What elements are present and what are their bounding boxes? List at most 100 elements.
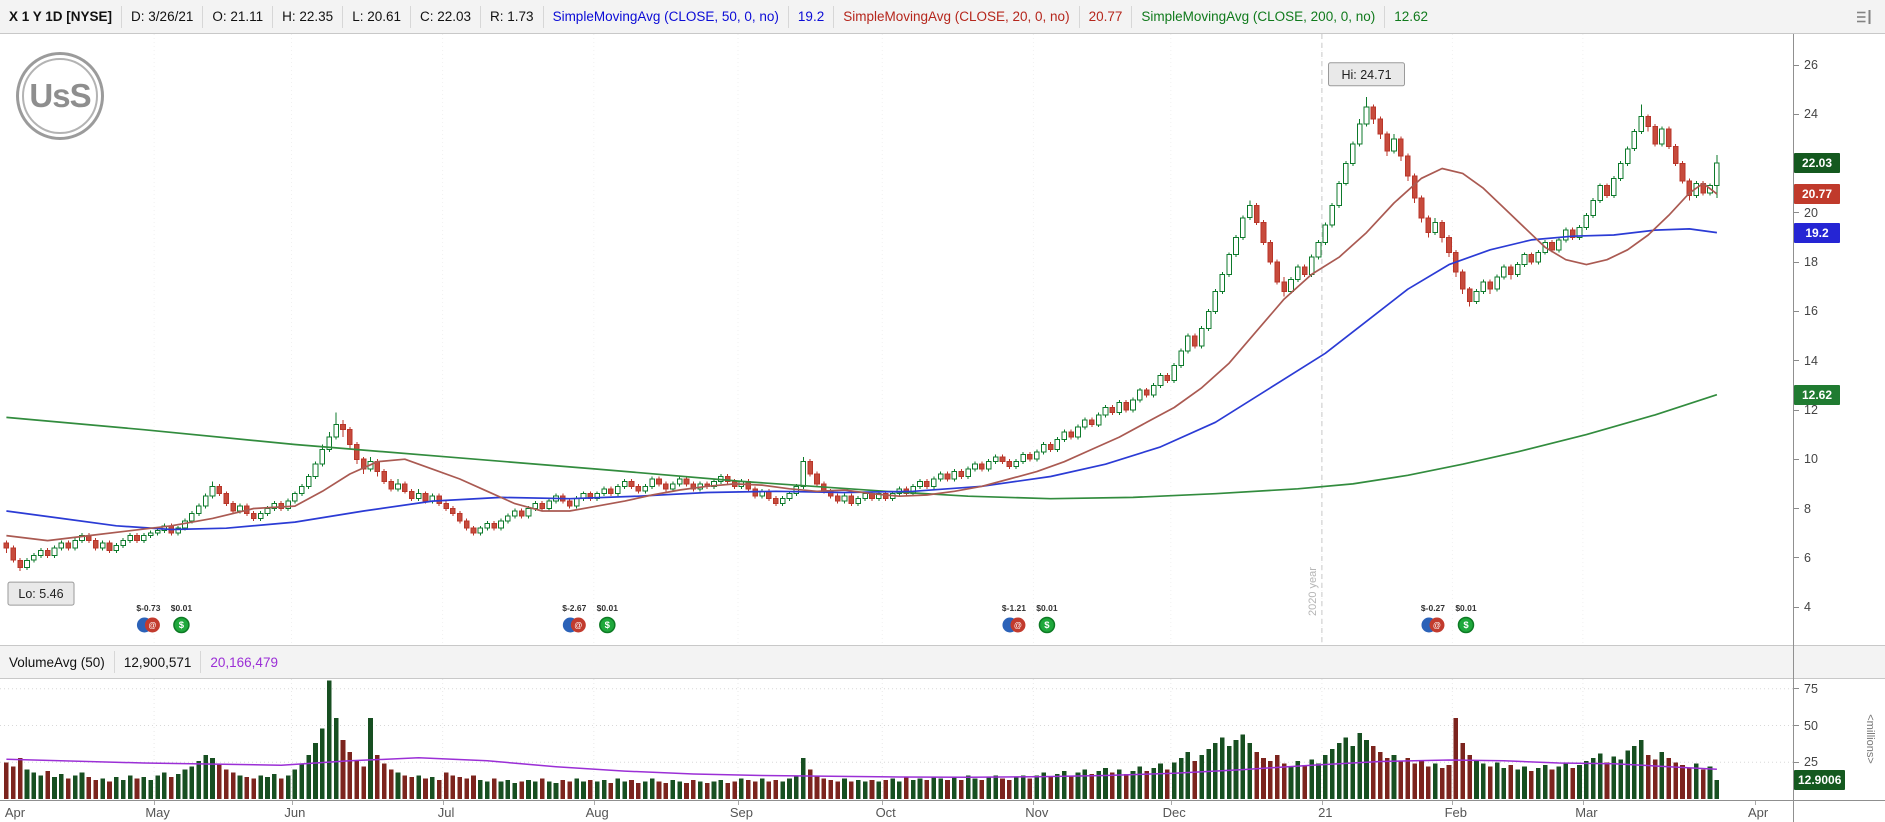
month-label: Mar	[1575, 805, 1598, 820]
sma200-line[interactable]	[6, 393, 1718, 500]
sma200-badge: 12.62	[1794, 384, 1840, 405]
volume-header-bar: VolumeAvg (50) 12,900,571 20,166,479	[0, 645, 1793, 679]
month-tick	[1170, 801, 1172, 805]
month-tick	[291, 801, 293, 805]
dividend-icon[interactable]: $	[173, 616, 190, 634]
svg-text:$: $	[605, 620, 611, 631]
earnings-dividend-marker[interactable]: $-0.27 $0.01 @ $	[1421, 603, 1477, 634]
price-tick-label: 14	[1794, 353, 1818, 369]
svg-text:2020 year: 2020 year	[1307, 567, 1319, 616]
month-label: Feb	[1444, 805, 1467, 820]
month-label: Apr	[1747, 805, 1769, 820]
symbol-timeframe-label[interactable]: X 1 Y 1D [NYSE]	[9, 9, 113, 24]
earnings-icon[interactable]: @	[1421, 617, 1445, 633]
tick-mark	[1794, 261, 1799, 263]
dividend-icon[interactable]: $	[1457, 616, 1475, 634]
month-label: Sep	[729, 805, 753, 820]
divider	[113, 651, 115, 673]
month-tick	[738, 801, 739, 805]
tick-mark	[1794, 508, 1799, 509]
tick-mark	[1794, 606, 1799, 608]
earnings-dividend-marker[interactable]: $-2.67 $0.01 @ $	[562, 603, 619, 634]
month-label: Apr	[4, 805, 26, 820]
open-value: O: 21.11	[212, 9, 264, 24]
volume-tick-label: 25	[1794, 754, 1818, 770]
divider	[1131, 5, 1133, 28]
month-label: Nov	[1025, 805, 1049, 820]
price-tick-label: 16	[1794, 303, 1818, 319]
divider	[1384, 5, 1386, 28]
volume-bars[interactable]	[4, 680, 1720, 800]
tick-mark	[1794, 409, 1799, 411]
year-divider-line: 2020 year	[1307, 34, 1323, 645]
dividend-icon[interactable]: $	[1038, 616, 1056, 634]
svg-text:$0.01: $0.01	[597, 603, 619, 613]
month-label: Jun	[284, 805, 306, 820]
price-pane[interactable]: 2020 year $-0.73 $0.01 @ $ $-2.67 $0.01 …	[0, 34, 1793, 645]
price-tick-label: 24	[1794, 106, 1818, 122]
volume-tick-label: 75	[1794, 681, 1818, 697]
svg-text:@: @	[574, 621, 582, 630]
svg-text:$: $	[1044, 620, 1050, 631]
price-chart-canvas[interactable]: 2020 year $-0.73 $0.01 @ $ $-2.67 $0.01 …	[0, 34, 1793, 645]
tick-mark	[1794, 212, 1799, 214]
divider	[200, 651, 202, 673]
month-tick	[1033, 801, 1035, 805]
uss-logo-text: UsS	[29, 77, 91, 114]
svg-text:$-0.73: $-0.73	[136, 603, 160, 613]
chart-header-bar: X 1 Y 1D [NYSE] D: 3/26/21 O: 21.11 H: 2…	[0, 0, 1885, 34]
earnings-dividend-marker[interactable]: $-1.21 $0.01 @ $	[1002, 603, 1058, 634]
volume-avg-indicator-label[interactable]: VolumeAvg (50)	[9, 654, 105, 670]
month-label: May	[145, 805, 170, 820]
chart-scroll-icon[interactable]	[1855, 8, 1873, 26]
sma20-line[interactable]	[6, 167, 1718, 542]
current-volume-badge: 12.9006	[1794, 770, 1846, 790]
time-axis[interactable]: Apr May Jun Jul Aug Sep Oct Nov Dec 21 Feb Mar Apr	[0, 800, 1793, 822]
volume-header-extension	[1794, 645, 1885, 679]
dividend-icon[interactable]: $	[599, 616, 616, 634]
range-value: R: 1.73	[490, 9, 534, 24]
month-label: 21	[1318, 805, 1333, 820]
volume-avg-line[interactable]	[6, 757, 1717, 778]
month-tick	[882, 801, 884, 805]
uss-logo: UsS	[16, 52, 104, 140]
price-tick-label: 8	[1794, 501, 1811, 517]
sma50-line[interactable]	[6, 228, 1718, 531]
sma50-indicator-label[interactable]: SimpleMovingAvg (CLOSE, 50, 0, no)	[552, 9, 779, 24]
earnings-icon[interactable]: @	[1002, 617, 1026, 633]
month-tick	[593, 801, 595, 805]
sma50-indicator-value: 19.2	[797, 9, 825, 24]
volume-tick-label: 50	[1794, 718, 1818, 734]
month-label: Oct	[875, 805, 896, 820]
low-value: L: 20.61	[352, 9, 401, 24]
price-tick-label: 20	[1794, 205, 1818, 221]
volume-average-value: 20,166,479	[210, 654, 278, 670]
sma20-indicator-label[interactable]: SimpleMovingAvg (CLOSE, 20, 0, no)	[843, 9, 1070, 24]
volume-chart-canvas[interactable]	[0, 679, 1793, 800]
earnings-icon[interactable]: @	[562, 617, 586, 633]
high-value: H: 22.35	[282, 9, 334, 24]
earnings-dividend-marker[interactable]: $-0.73 $0.01 @ $	[136, 603, 192, 634]
month-tick	[1582, 801, 1584, 805]
earnings-icon[interactable]: @	[136, 617, 160, 633]
month-label: Dec	[1162, 805, 1186, 820]
close-value: C: 22.03	[419, 9, 472, 24]
candlestick-series[interactable]	[3, 96, 1720, 572]
chart-main-column: 2020 year $-0.73 $0.01 @ $ $-2.67 $0.01 …	[0, 34, 1793, 822]
chart-area: 2020 year $-0.73 $0.01 @ $ $-2.67 $0.01 …	[0, 34, 1885, 822]
divider	[202, 5, 204, 28]
volume-pane[interactable]	[0, 679, 1793, 800]
divider	[787, 5, 789, 28]
divider	[121, 5, 123, 28]
volume-axis[interactable]: <millions> 75 50 25 12.9006	[1794, 679, 1885, 800]
divider	[833, 5, 835, 28]
tick-mark	[1794, 557, 1799, 559]
tick-mark	[1794, 688, 1799, 690]
price-tick-label: 4	[1794, 599, 1811, 615]
svg-text:$-2.67: $-2.67	[562, 603, 586, 613]
sma200-indicator-label[interactable]: SimpleMovingAvg (CLOSE, 200, 0, no)	[1141, 9, 1376, 24]
svg-text:@: @	[1014, 621, 1022, 630]
month-label: Jul	[437, 805, 455, 820]
divider	[480, 5, 482, 28]
